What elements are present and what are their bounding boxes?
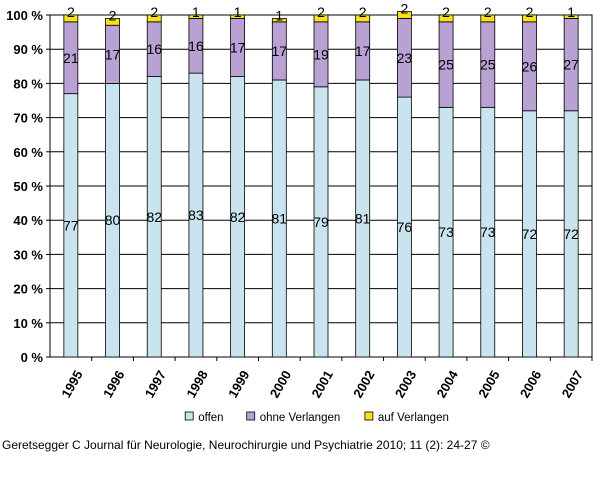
- data-label: 82: [230, 209, 246, 225]
- bar-segment: [480, 14, 496, 23]
- source-caption: Geretsegger C Journal für Neurologie, Ne…: [2, 438, 490, 452]
- x-tick-label: 2007: [559, 368, 586, 401]
- y-tick-label: 40 %: [13, 213, 43, 228]
- y-tick-label: 80 %: [13, 76, 43, 91]
- bar-segment: [522, 14, 537, 23]
- x-tick-label: 1995: [58, 368, 85, 401]
- data-label: 2: [442, 4, 450, 20]
- x-tick-label: 1998: [183, 368, 210, 401]
- data-label: 17: [230, 39, 246, 55]
- x-tick-label: 2003: [392, 368, 419, 401]
- data-label: 25: [480, 57, 496, 73]
- data-label: 16: [188, 38, 204, 54]
- bar-segment: [230, 14, 246, 19]
- x-tick-label: 1996: [100, 368, 127, 401]
- y-tick-label: 50 %: [13, 179, 43, 194]
- data-label: 73: [438, 224, 454, 240]
- y-tick-label: 90 %: [13, 42, 43, 57]
- data-label: 16: [146, 41, 162, 57]
- data-label: 2: [400, 1, 408, 17]
- legend-label: auf Verlangen: [378, 412, 449, 424]
- x-tick-label: 2006: [517, 368, 544, 401]
- legend-label: offen: [198, 412, 223, 424]
- data-label: 1: [275, 7, 283, 23]
- bar-segment: [396, 11, 412, 19]
- x-tick-label: 2002: [350, 368, 377, 401]
- y-tick-label: 100 %: [6, 8, 43, 23]
- data-label: 80: [105, 212, 121, 228]
- bar-segment: [63, 14, 79, 23]
- data-label: 2: [150, 4, 158, 20]
- data-label: 72: [522, 226, 538, 242]
- y-tick-label: 60 %: [13, 145, 43, 160]
- bar-segment: [105, 18, 120, 26]
- y-tick-label: 70 %: [13, 111, 43, 126]
- legend-swatch: [246, 411, 256, 421]
- bar-segment: [438, 14, 454, 23]
- bar-segment: [313, 14, 329, 23]
- y-tick-label: 0 %: [21, 350, 44, 365]
- data-label: 72: [563, 226, 579, 242]
- data-label: 2: [484, 4, 492, 20]
- data-label: 19: [313, 46, 329, 62]
- data-label: 17: [355, 43, 371, 59]
- stacked-bar-chart: 0 % 10 % 20 % 30 % 40 % 50 % 60 % 70 % 80 % 90 % 1…: [6, 1, 593, 424]
- data-label: 1: [234, 4, 242, 20]
- data-label: 26: [522, 58, 538, 74]
- data-label: 25: [438, 57, 454, 73]
- bar-segment: [355, 14, 371, 23]
- y-tick-label: 10 %: [13, 316, 43, 331]
- data-label: 81: [272, 210, 288, 226]
- data-label: 23: [397, 50, 413, 66]
- data-label: 79: [313, 214, 329, 230]
- data-label: 17: [105, 46, 121, 62]
- x-tick-label: 2005: [475, 368, 502, 401]
- y-tick-label: 20 %: [13, 282, 43, 297]
- bar-segment: [146, 14, 162, 23]
- data-label: 82: [146, 209, 162, 225]
- x-tick-label: 2004: [434, 367, 462, 400]
- data-label: 73: [480, 224, 496, 240]
- bar-segment: [188, 14, 204, 19]
- x-tick-label: 2000: [267, 368, 294, 401]
- data-label: 1: [192, 4, 200, 20]
- legend-label: ohne Verlangen: [260, 412, 341, 424]
- data-label: 2: [317, 4, 325, 20]
- data-label: 2: [359, 4, 367, 20]
- data-label: 81: [355, 210, 371, 226]
- data-label: 1: [567, 4, 575, 20]
- data-label: 2: [67, 4, 75, 20]
- data-label: 76: [397, 219, 413, 235]
- bar-segment: [563, 14, 579, 19]
- legend-swatch: [184, 411, 194, 421]
- bar-segment: [271, 18, 287, 23]
- data-label: 27: [563, 57, 579, 73]
- legend-swatch: [364, 411, 374, 421]
- x-tick-label: 1997: [142, 368, 169, 401]
- data-label: 2: [109, 7, 117, 23]
- data-label: 17: [272, 43, 288, 59]
- data-label: 77: [63, 217, 79, 233]
- x-tick-label: 1999: [225, 368, 252, 401]
- data-label: 2: [526, 4, 534, 20]
- x-tick-label: 2001: [308, 368, 335, 401]
- y-tick-label: 30 %: [13, 247, 43, 262]
- data-label: 83: [188, 207, 204, 223]
- data-label: 21: [63, 50, 79, 66]
